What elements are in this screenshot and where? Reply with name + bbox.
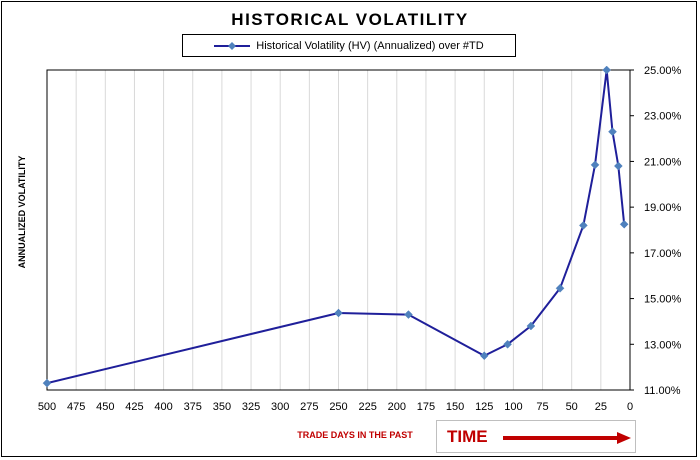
y-tick-label: 21.00% <box>644 156 682 168</box>
legend: Historical Volatility (HV) (Annualized) … <box>182 34 516 57</box>
data-point <box>404 310 413 319</box>
data-point <box>334 308 343 318</box>
chart-title: HISTORICAL VOLATILITY <box>231 10 469 29</box>
data-point <box>619 219 629 229</box>
x-tick-label: 50 <box>566 401 578 413</box>
x-tick-label: 425 <box>125 401 143 413</box>
y-tick-label: 15.00% <box>644 294 682 306</box>
y-tick-label: 25.00% <box>644 65 682 77</box>
y-tick-label: 13.00% <box>644 339 682 351</box>
x-tick-label: 75 <box>536 401 548 413</box>
x-tick-label: 400 <box>154 401 172 413</box>
data-point <box>579 221 588 230</box>
x-tick-label: 225 <box>358 401 376 413</box>
x-tick-label: 250 <box>329 401 347 413</box>
time-annotation: TIME <box>436 420 636 453</box>
data-point <box>608 127 617 137</box>
data-point <box>590 160 600 170</box>
legend-entry: Historical Volatility (HV) (Annualized) … <box>256 39 484 52</box>
time-label: TIME <box>447 427 488 446</box>
data-point <box>555 283 565 293</box>
y-tick-label: 11.00% <box>644 385 681 397</box>
x-tick-label: 25 <box>595 401 607 413</box>
data-point <box>503 339 512 349</box>
x-tick-label: 450 <box>96 401 114 413</box>
legend-swatch <box>214 41 251 50</box>
x-tick-label: 325 <box>242 401 260 413</box>
x-tick-label: 150 <box>446 401 464 413</box>
x-tick-label: 500 <box>38 401 56 413</box>
x-axis-label: TRADE DAYS IN THE PAST <box>297 430 413 440</box>
x-tick-label: 475 <box>67 401 85 413</box>
time-arrow-icon <box>503 432 631 444</box>
x-tick-label: 125 <box>475 401 493 413</box>
data-point <box>613 161 623 171</box>
y-tick-label: 23.00% <box>644 111 682 123</box>
y-tick-label: 17.00% <box>644 248 682 260</box>
x-tick-label: 175 <box>417 401 435 413</box>
x-tick-label: 300 <box>271 401 289 413</box>
x-tick-label: 350 <box>213 401 231 413</box>
data-point <box>526 321 536 331</box>
plot-border <box>46 69 631 391</box>
x-tick-label: 375 <box>184 401 202 413</box>
y-tick-label: 19.00% <box>644 202 682 214</box>
x-tick-label: 0 <box>627 401 633 413</box>
data-point <box>602 65 612 75</box>
x-tick-label: 100 <box>504 401 522 413</box>
data-point <box>42 378 52 388</box>
x-tick-label: 275 <box>300 401 318 413</box>
data-point <box>479 351 489 361</box>
x-tick-label: 200 <box>388 401 406 413</box>
